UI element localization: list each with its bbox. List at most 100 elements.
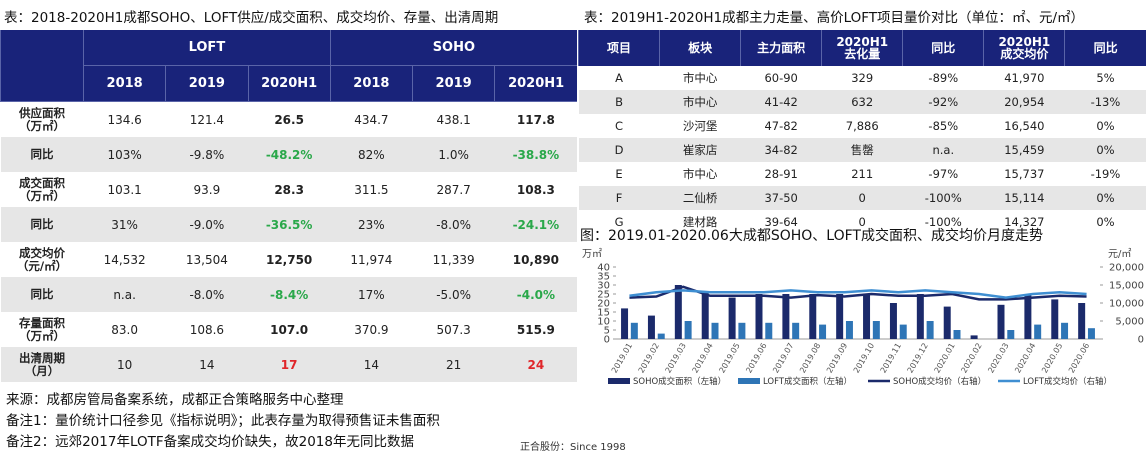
header-cell: 同比 <box>1065 30 1146 66</box>
note: 备注2：远郊2017年LOTF备案成交均价缺失，故2018年无同比数据 <box>6 430 414 450</box>
cell: 0% <box>1065 186 1146 210</box>
cell: 507.3 <box>413 312 495 347</box>
cell: 12,750 <box>248 242 330 277</box>
cell: 0% <box>1065 138 1146 162</box>
cell: -48.2% <box>248 137 330 172</box>
group-header: SOHO <box>330 30 577 66</box>
cell: 515.9 <box>495 312 577 347</box>
x-tick-label: 2019.04 <box>691 342 715 375</box>
bar <box>954 330 961 339</box>
x-tick-label: 2020.01 <box>933 342 957 375</box>
cell: 15,737 <box>984 162 1065 186</box>
cell: 108.3 <box>495 172 577 207</box>
bar <box>927 321 934 339</box>
cell: 28-91 <box>741 162 822 186</box>
cell: n.a. <box>84 277 166 312</box>
chart-title: 图：2019.01-2020.06大成都SOHO、LOFT成交面积、成交均价月度… <box>580 225 1043 245</box>
bar <box>755 294 762 339</box>
cell: 市中心 <box>660 90 741 114</box>
x-tick-label: 2019.11 <box>879 342 903 375</box>
x-tick-label: 2020.04 <box>1013 342 1037 375</box>
cell: 崔家店 <box>660 138 741 162</box>
bar <box>1088 328 1095 339</box>
legend-swatch <box>608 378 630 384</box>
bar <box>738 323 745 339</box>
x-tick-label: 2019.09 <box>825 342 849 375</box>
cell: 1.0% <box>413 137 495 172</box>
cell: 14 <box>166 347 248 382</box>
cell: 211 <box>822 162 903 186</box>
corner <box>1 30 84 102</box>
cell: 0 <box>822 186 903 210</box>
cell: B <box>579 90 660 114</box>
line <box>629 287 1086 300</box>
cell: 117.8 <box>495 102 577 138</box>
row-label: 成交均价 （元/㎡） <box>1 242 84 277</box>
y2-tick-label: 0 <box>1138 335 1144 346</box>
cell: 34-82 <box>741 138 822 162</box>
y2-tick-label: 5,000 <box>1115 317 1144 328</box>
x-tick-label: 2019.02 <box>637 342 661 375</box>
legend-label: LOFT成交面积（左轴） <box>763 376 852 387</box>
y2-axis-unit: 元/㎡ <box>1108 248 1131 260</box>
year-header: 2018 <box>330 66 412 102</box>
x-tick-label: 2020.03 <box>986 342 1010 375</box>
cell: 60-90 <box>741 66 822 90</box>
header-cell: 2020H1 去化量 <box>822 30 903 66</box>
footer: 正合股份：Since 1998 <box>520 438 626 453</box>
cell: D <box>579 138 660 162</box>
cell: 23% <box>330 207 412 242</box>
bar <box>809 294 816 339</box>
source-note: 来源：成都房管局备案系统，成都正合策略服务中心整理 <box>6 388 344 408</box>
row-label: 存量面积 （万㎡） <box>1 312 84 347</box>
legend-label: SOHO成交面积（左轴） <box>633 376 726 387</box>
cell: 10,890 <box>495 242 577 277</box>
bar <box>997 305 1004 339</box>
cell: 17 <box>248 347 330 382</box>
legend-label: LOFT成交均价（右轴） <box>1023 376 1112 387</box>
x-tick-label: 2019.01 <box>610 342 634 375</box>
cell: 26.5 <box>248 102 330 138</box>
cell: 16,540 <box>984 114 1065 138</box>
cell: 5% <box>1065 66 1146 90</box>
table1-title: 表：2018-2020H1成都SOHO、LOFT供应/成交面积、成交均价、存量、… <box>4 6 498 26</box>
year-header: 2020H1 <box>248 66 330 102</box>
cell: 83.0 <box>84 312 166 347</box>
cell: n.a. <box>903 138 984 162</box>
year-header: 2020H1 <box>495 66 577 102</box>
cell: 121.4 <box>166 102 248 138</box>
bar <box>1078 303 1085 339</box>
cell: 市中心 <box>660 162 741 186</box>
header-cell: 同比 <box>903 30 984 66</box>
cell: 13,504 <box>166 242 248 277</box>
header-cell: 项目 <box>579 30 660 66</box>
cell: 0% <box>1065 210 1146 234</box>
cell: -9.0% <box>166 207 248 242</box>
cell: -13% <box>1065 90 1146 114</box>
cell: -92% <box>903 90 984 114</box>
cell: 11,974 <box>330 242 412 277</box>
row-label: 同比 <box>1 207 84 242</box>
cell: 14,532 <box>84 242 166 277</box>
cell: 103.1 <box>84 172 166 207</box>
x-tick-label: 2020.02 <box>959 342 983 375</box>
legend-label: SOHO成交均价（右轴） <box>893 376 986 387</box>
x-tick-label: 2019.06 <box>744 342 768 375</box>
year-header: 2018 <box>84 66 166 102</box>
cell: -5.0% <box>413 277 495 312</box>
cell: 24 <box>495 347 577 382</box>
bar <box>782 294 789 339</box>
y-axis-unit: 万㎡ <box>582 248 602 260</box>
cell: 37-50 <box>741 186 822 210</box>
cell: -19% <box>1065 162 1146 186</box>
